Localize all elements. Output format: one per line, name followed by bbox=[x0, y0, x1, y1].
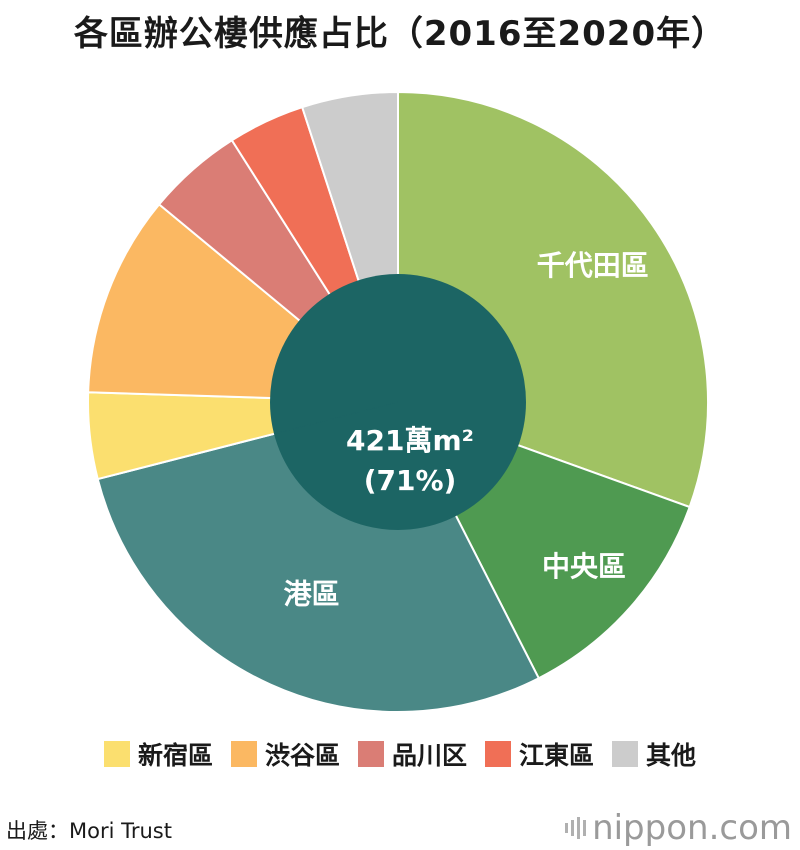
chart-title: 各區辦公樓供應占比（2016至2020年） bbox=[73, 14, 727, 54]
legend-label-other: 其他 bbox=[646, 741, 697, 770]
legend-swatch-shinjuku bbox=[103, 741, 130, 767]
legend-swatch-shinagawa bbox=[357, 741, 384, 767]
slice-label-0: 千代田區 bbox=[537, 249, 649, 282]
legend-item-shinagawa: 品川区 bbox=[357, 736, 467, 772]
legend-label-shinjuku: 新宿區 bbox=[137, 741, 213, 770]
legend-swatch-other bbox=[612, 741, 639, 767]
legend-label-shinagawa: 品川区 bbox=[391, 741, 467, 770]
legend: 新宿區 渋谷區 品川区 江東區 其他 bbox=[0, 736, 800, 772]
slice-label-2: 港區 bbox=[284, 577, 340, 610]
legend-label-koto: 江東區 bbox=[519, 741, 595, 770]
slice-label-1: 中央區 bbox=[542, 550, 626, 583]
legend-item-other: 其他 bbox=[612, 736, 696, 772]
legend-label-shibuya: 渋谷區 bbox=[264, 741, 340, 770]
brand-bars-icon bbox=[565, 817, 587, 839]
inner-boundary-1 bbox=[273, 401, 399, 435]
legend-item-koto: 江東區 bbox=[485, 736, 594, 772]
legend-swatch-koto bbox=[485, 741, 511, 767]
legend-item-shibuya: 渋谷區 bbox=[230, 736, 340, 772]
brand-logo: nippon.com bbox=[565, 808, 792, 848]
legend-item-shinjuku: 新宿區 bbox=[103, 736, 213, 772]
legend-swatch-shibuya bbox=[230, 741, 257, 767]
center-label-value: 421萬m² bbox=[346, 424, 474, 457]
center-label-percent: (71%) bbox=[364, 464, 457, 497]
source-note: 出處：Mori Trust bbox=[6, 819, 172, 843]
brand-text: nippon.com bbox=[592, 808, 792, 848]
